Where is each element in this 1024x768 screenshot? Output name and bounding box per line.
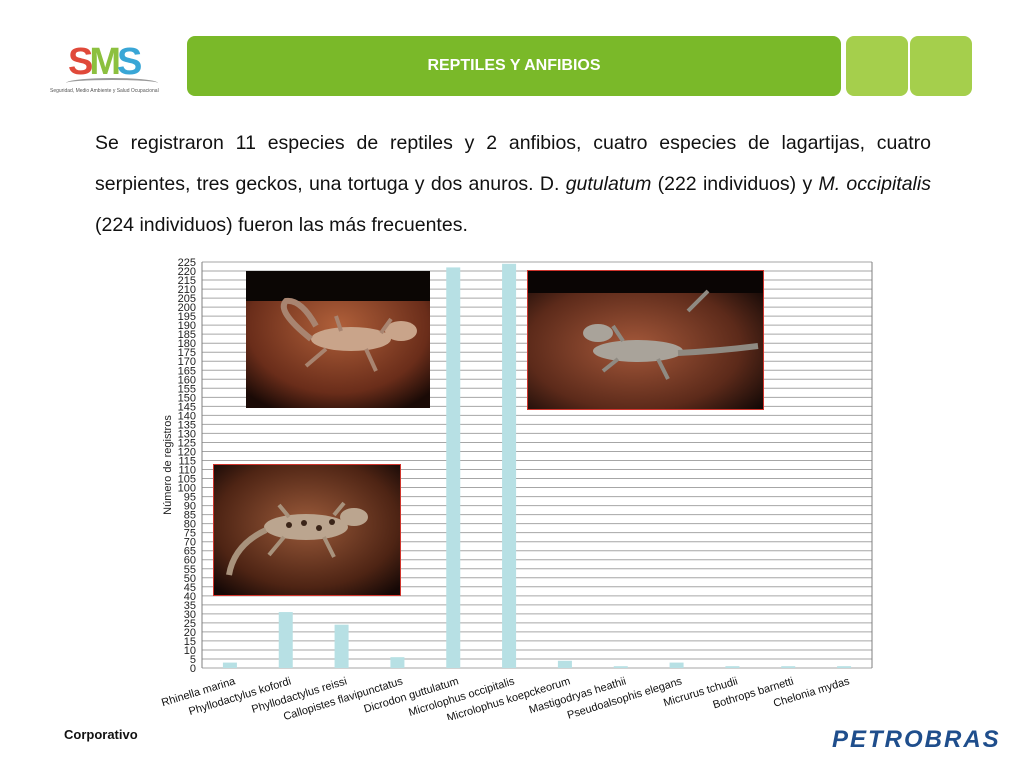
- bar: [725, 666, 740, 668]
- y-tick-label: 190: [178, 320, 196, 332]
- bar: [669, 662, 684, 668]
- paragraph-part-2: (222 individuos) y: [651, 173, 819, 195]
- y-tick-label: 180: [178, 338, 196, 350]
- y-tick-label: 25: [184, 618, 196, 630]
- header-tile-2: [910, 36, 972, 96]
- y-tick-label: 170: [178, 356, 196, 368]
- y-tick-label: 150: [178, 392, 196, 404]
- bar: [613, 666, 628, 668]
- page-title: REPTILES Y ANFIBIOS: [427, 57, 601, 74]
- logo-mark: SMS: [68, 41, 142, 83]
- y-axis-label: Número de registros: [162, 415, 174, 515]
- bar: [390, 657, 405, 668]
- y-tick-label: 100: [178, 483, 196, 495]
- bar: [334, 624, 349, 668]
- y-tick-label: 5: [190, 654, 196, 666]
- bar: [557, 660, 572, 668]
- y-tick-label: 225: [178, 257, 196, 269]
- paragraph-italic-1: gutulatum: [565, 173, 652, 195]
- y-tick-label: 200: [178, 302, 196, 314]
- y-tick-label: 115: [178, 455, 196, 467]
- header-title-bar: REPTILES Y ANFIBIOS: [187, 36, 841, 96]
- y-tick-label: 65: [184, 546, 196, 558]
- y-tick-label: 220: [178, 266, 196, 278]
- bar: [222, 662, 237, 668]
- y-tick-label: 165: [178, 365, 196, 377]
- y-tick-label: 10: [184, 645, 196, 657]
- y-tick-label: 135: [178, 419, 196, 431]
- paragraph-part-3: (224 individuos) fueron las más frecuent…: [95, 214, 468, 236]
- y-tick-label: 205: [178, 293, 196, 305]
- y-tick-label: 210: [178, 284, 196, 296]
- logo-swoosh: [66, 78, 158, 88]
- paragraph-part-1: Se registraron 11 especies de reptiles y…: [95, 132, 931, 195]
- y-tick-label: 15: [184, 636, 196, 648]
- sms-logo: SMS Seguridad, Medio Ambiente y Salud Oc…: [50, 40, 178, 102]
- y-tick-label: 45: [184, 582, 196, 594]
- y-tick-label: 85: [184, 510, 196, 522]
- y-tick-label: 195: [178, 311, 196, 323]
- footer-corporativo: Corporativo: [64, 727, 138, 742]
- summary-paragraph: Se registraron 11 especies de reptiles y…: [95, 123, 931, 246]
- bar: [837, 666, 852, 668]
- y-tick-label: 105: [178, 474, 196, 486]
- y-tick-label: 125: [178, 437, 196, 449]
- photo-lizard-1: [246, 271, 430, 408]
- petrobras-logo: PETROBRAS: [832, 726, 1001, 753]
- y-tick-label: 95: [184, 492, 196, 504]
- y-tick-label: 160: [178, 374, 196, 386]
- y-tick-label: 50: [184, 573, 196, 585]
- y-tick-label: 80: [184, 519, 196, 531]
- y-tick-label: 70: [184, 537, 196, 549]
- y-tick-label: 55: [184, 564, 196, 576]
- y-tick-label: 60: [184, 555, 196, 567]
- logo-subtitle: Seguridad, Medio Ambiente y Salud Ocupac…: [50, 88, 159, 94]
- bar: [278, 612, 293, 668]
- y-tick-label: 185: [178, 329, 196, 341]
- bar: [781, 666, 796, 668]
- y-tick-label: 40: [184, 591, 196, 603]
- y-tick-label: 0: [190, 663, 196, 675]
- y-tick-label: 35: [184, 600, 196, 612]
- y-tick-label: 120: [178, 446, 196, 458]
- header-tile-1: [846, 36, 908, 96]
- y-tick-label: 175: [178, 347, 196, 359]
- y-tick-label: 90: [184, 501, 196, 513]
- photo-gecko: [213, 464, 401, 596]
- y-tick-label: 30: [184, 609, 196, 621]
- y-tick-label: 215: [178, 275, 196, 287]
- y-tick-label: 140: [178, 410, 196, 422]
- y-tick-label: 145: [178, 401, 196, 413]
- bar: [446, 267, 461, 668]
- y-tick-label: 20: [184, 627, 196, 639]
- paragraph-italic-2: M. occipitalis: [818, 173, 931, 195]
- y-tick-label: 155: [178, 383, 196, 395]
- y-tick-label: 130: [178, 428, 196, 440]
- photo-lizard-2: [527, 270, 764, 410]
- y-tick-label: 75: [184, 528, 196, 540]
- y-tick-label: 110: [178, 465, 196, 477]
- bar: [502, 263, 517, 668]
